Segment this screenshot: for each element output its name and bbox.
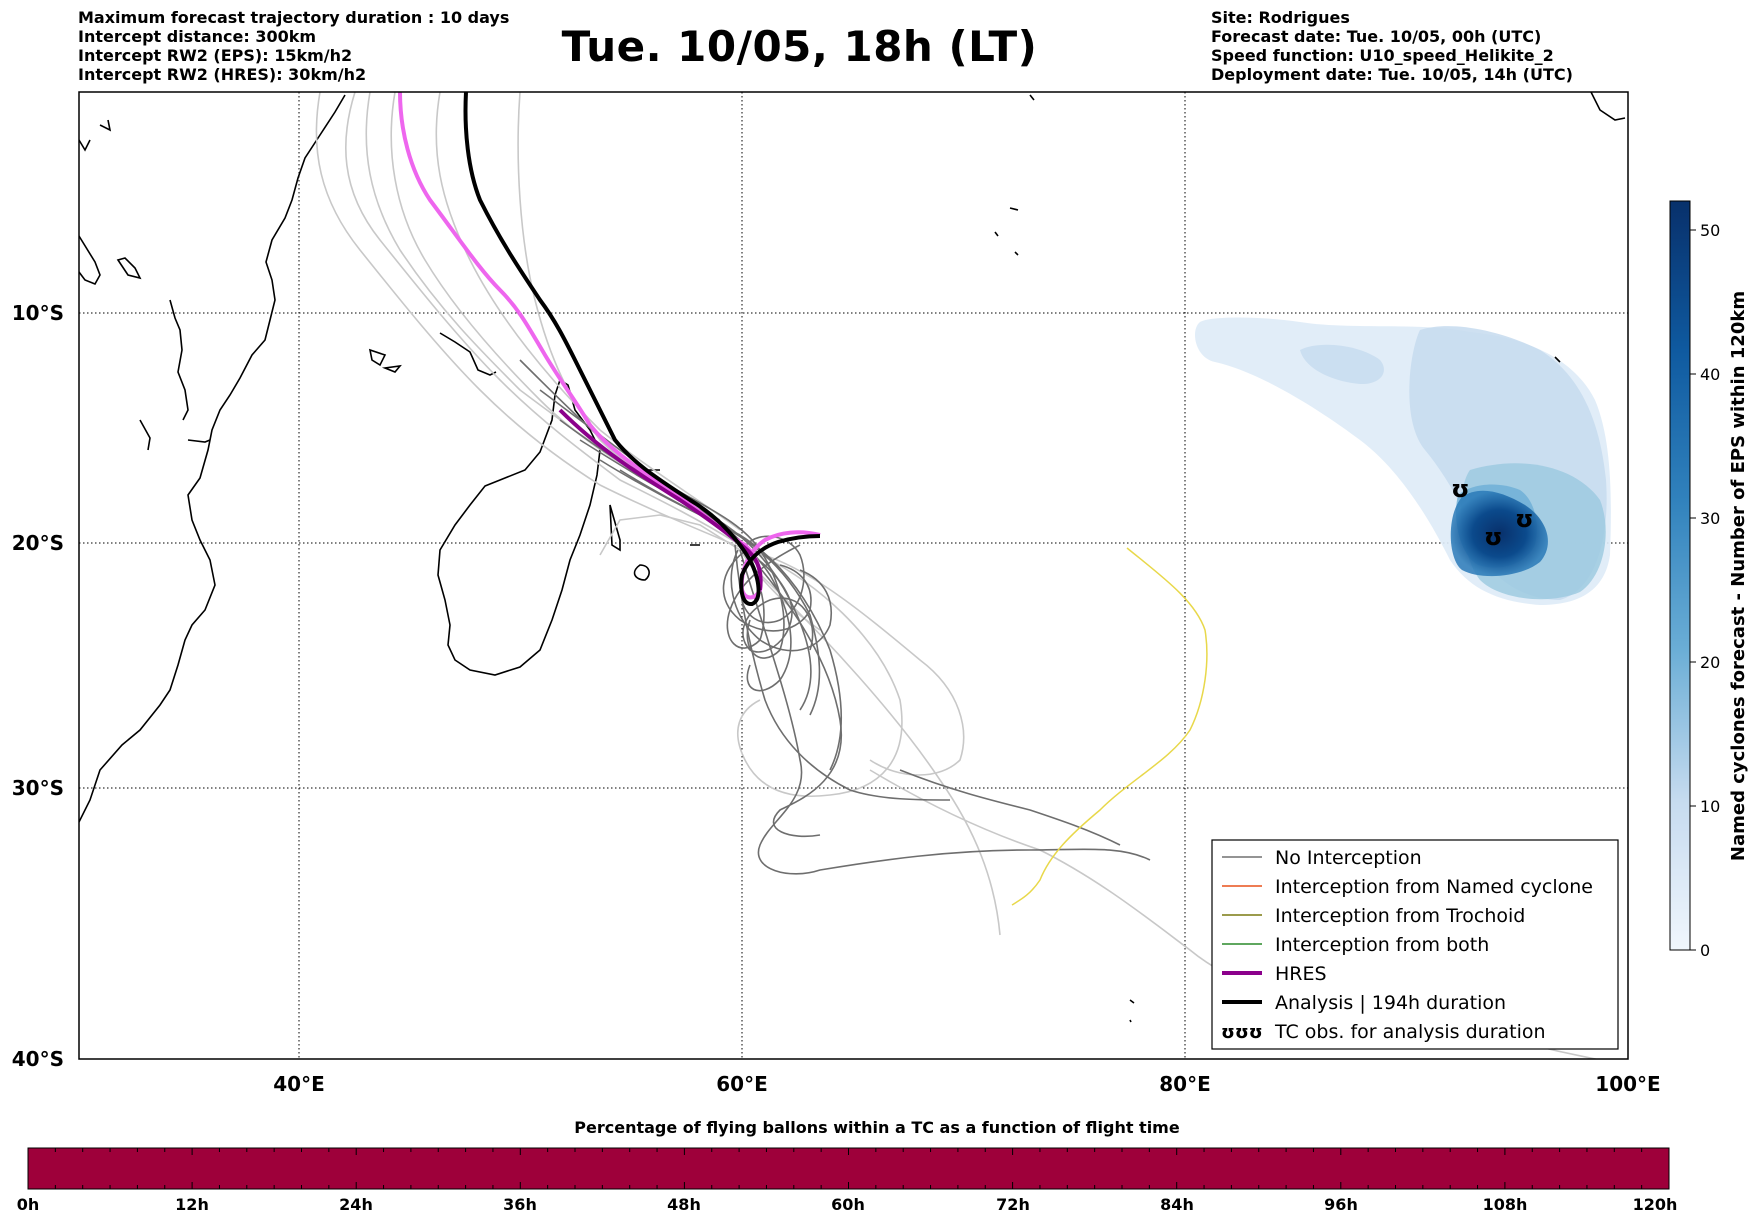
time-tick-label: 96h — [1324, 1195, 1358, 1214]
time-tick-label: 24h — [339, 1195, 373, 1214]
colorbar: 0 10 20 30 40 50 Named cyclones forecast… — [1669, 200, 1749, 960]
legend-label: No Interception — [1275, 847, 1422, 869]
page-title: Tue. 10/05, 18h (LT) — [0, 22, 1754, 71]
colorbar-tick-label: 10 — [1700, 797, 1720, 816]
colorbar-tick-label: 0 — [1700, 941, 1710, 960]
time-tick-label: 48h — [667, 1195, 701, 1214]
colorbar-tick-label: 50 — [1700, 221, 1720, 240]
header-line: Intercept RW2 (HRES): 30km/h2 — [78, 65, 367, 84]
colorbar-ticks: 0 10 20 30 40 50 — [1690, 221, 1720, 960]
lat-label-30s: 30°S — [12, 776, 64, 800]
time-tick-label: 84h — [1160, 1195, 1194, 1214]
legend-label: Analysis | 194h duration — [1275, 992, 1506, 1014]
legend-tc-obs-symbol: ʊʊʊ — [1221, 1022, 1263, 1043]
header-line: Intercept RW2 (EPS): 15km/h2 — [78, 46, 353, 65]
header-line: Deployment date: Tue. 10/05, 14h (UTC) — [1211, 65, 1573, 84]
header-right-info: Site: Rodrigues Forecast date: Tue. 10/0… — [1211, 8, 1573, 84]
map-gridlines — [79, 92, 1628, 1059]
lon-label-40e: 40°E — [273, 1072, 325, 1096]
map-frame — [78, 91, 1629, 1060]
coastlines — [79, 92, 1626, 1023]
latitude-labels: 10°S 20°S 30°S 40°S — [12, 301, 64, 1071]
header-left-info: Maximum forecast trajectory duration : 1… — [78, 8, 509, 84]
time-bar-ticks: 0h 12h 24h 36h 48h 60h 72h 84h 96h 108h … — [17, 1195, 1678, 1214]
time-tick-label: 36h — [503, 1195, 537, 1214]
legend-label: Interception from both — [1275, 934, 1489, 956]
legend-label: TC obs. for analysis duration — [1274, 1021, 1546, 1043]
colorbar-tick-label: 40 — [1700, 365, 1720, 384]
time-tick-label: 0h — [17, 1195, 40, 1214]
lat-label-20s: 20°S — [12, 531, 64, 555]
time-tick-label: 12h — [175, 1195, 209, 1214]
colorbar-label: Named cyclones forecast - Number of EPS … — [1728, 291, 1749, 861]
analysis-trajectory — [463, 92, 821, 606]
header-line: Intercept distance: 300km — [78, 27, 317, 46]
time-tick-label: 120h — [1633, 1195, 1678, 1214]
time-tick-label: 108h — [1483, 1195, 1528, 1214]
time-tick-label: 72h — [996, 1195, 1030, 1214]
lat-label-40s: 40°S — [12, 1047, 64, 1071]
lon-label-80e: 80°E — [1159, 1072, 1211, 1096]
time-tick-label: 60h — [831, 1195, 865, 1214]
lon-label-100e: 100°E — [1595, 1072, 1660, 1096]
legend-label: Interception from Trochoid — [1275, 905, 1525, 927]
legend-box — [1211, 839, 1619, 1050]
yellow-trajectory — [1011, 547, 1208, 906]
cyclone-density-field — [1195, 317, 1611, 605]
legend-label: Interception from Named cyclone — [1275, 876, 1593, 898]
time-bar: 0h 12h 24h 36h 48h 60h 72h 84h 96h 108h … — [17, 1147, 1678, 1214]
header-line: Speed function: U10_speed_Helikite_2 — [1211, 46, 1554, 65]
tc-obs-marker-1: ʊ — [1451, 475, 1470, 503]
page-title-text: Tue. 10/05, 18h (LT) — [561, 22, 1038, 71]
colorbar-tick-label: 20 — [1700, 653, 1720, 672]
tc-obs-marker-2: ʊ — [1484, 523, 1503, 551]
tc-obs-marker-3: ʊ — [1515, 505, 1534, 533]
time-bar-title: Percentage of flying ballons within a TC… — [574, 1118, 1180, 1137]
legend: No Interception Interception from Named … — [1211, 839, 1619, 1050]
header-line: Forecast date: Tue. 10/05, 00h (UTC) — [1211, 27, 1542, 46]
hres-trajectory — [398, 92, 821, 600]
colorbar-tick-label: 30 — [1700, 509, 1720, 528]
hres-trajectory-segment — [558, 408, 763, 591]
lon-label-60e: 60°E — [716, 1072, 768, 1096]
header-line: Site: Rodrigues — [1211, 8, 1350, 27]
tc-obs-markers: ʊ ʊ ʊ — [1451, 475, 1534, 551]
colorbar-gradient — [1669, 200, 1691, 951]
lat-label-10s: 10°S — [12, 301, 64, 325]
legend-label: HRES — [1275, 963, 1327, 985]
header-line: Maximum forecast trajectory duration : 1… — [78, 8, 510, 27]
longitude-labels: 40°E 60°E 80°E 100°E — [273, 1072, 1660, 1096]
